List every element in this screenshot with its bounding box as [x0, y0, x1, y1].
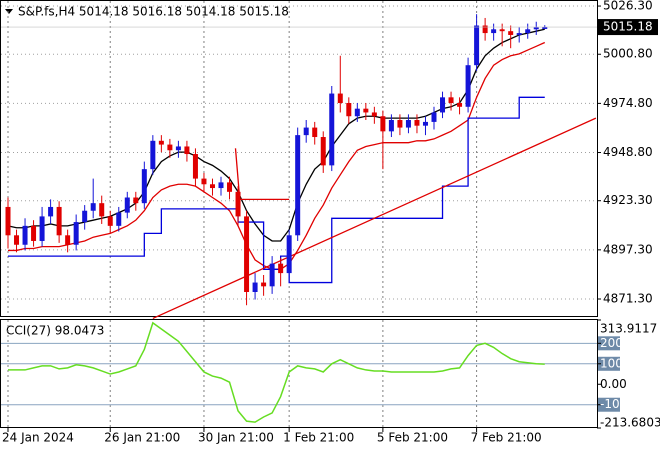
candle-body [295, 135, 301, 236]
y-tick-label: 200 [600, 336, 623, 350]
candle-body [516, 33, 522, 35]
candle-body [414, 120, 420, 126]
cci-line [8, 321, 545, 423]
candle-body [320, 137, 326, 166]
y-tick-label: 4923.30 [603, 193, 653, 207]
current-price-box [598, 19, 658, 36]
candle-body [73, 222, 79, 245]
menu-arrow [5, 9, 13, 14]
candle-body [491, 29, 497, 34]
candle-body [252, 282, 258, 292]
indicator-line [7, 28, 545, 242]
candle-body [141, 169, 147, 204]
y-tick-label: 100 [600, 356, 623, 370]
candle-body [261, 282, 267, 287]
y-tick-label: -100 [600, 397, 627, 411]
candle-body [39, 216, 45, 241]
candle-body [397, 120, 403, 128]
y-tick-label: 4871.30 [603, 291, 653, 305]
candle-body [312, 127, 318, 138]
candle-body [48, 206, 54, 217]
candle-body [175, 146, 181, 151]
current-price-label: 5015.18 [603, 20, 653, 34]
candle-body [192, 154, 198, 179]
y-tick-label: 4897.30 [603, 242, 653, 256]
candle-body [269, 263, 275, 287]
y-tick-label: 5026.30 [603, 0, 653, 13]
x-tick-label: 7 Feb 21:00 [471, 431, 542, 445]
candle-body [124, 197, 130, 213]
candle-body [167, 144, 173, 151]
candle-body [65, 235, 71, 245]
y-tick-label: 313.9117 [600, 322, 657, 336]
candle-body [380, 116, 386, 132]
x-tick-label: 26 Jan 21:00 [104, 431, 180, 445]
candle-body [158, 140, 164, 145]
x-tick-label: 1 Feb 21:00 [283, 431, 354, 445]
candle-body [440, 97, 446, 113]
candle-body [499, 29, 505, 32]
candle-body [533, 27, 539, 30]
y-tick-label: 5000.80 [603, 47, 653, 61]
candle-body [14, 235, 20, 245]
candle-body [235, 191, 241, 217]
y-tick-label: 0.00 [600, 377, 627, 391]
candle-body [209, 184, 215, 189]
candle-body [303, 127, 309, 136]
candle-body [542, 27, 548, 29]
level-box [598, 356, 620, 371]
candle-body [99, 203, 105, 217]
candle-body [405, 120, 411, 128]
candle-body [465, 65, 471, 107]
candle-body [218, 182, 224, 189]
candle-body [363, 108, 369, 113]
candle-body [422, 121, 428, 126]
candle-body [227, 182, 233, 192]
candle-body [388, 120, 394, 132]
candle-body [482, 25, 488, 34]
candle-body [22, 225, 28, 245]
candle-body [90, 203, 96, 211]
y-tick-label: 4948.80 [603, 145, 653, 159]
candle-body [508, 31, 514, 35]
candle-body [457, 103, 463, 107]
candle-body [56, 206, 62, 236]
candle-body [448, 97, 454, 104]
x-tick-label: 5 Feb 21:00 [377, 431, 448, 445]
trend-line [152, 117, 597, 320]
candle-body [431, 112, 437, 122]
x-tick-label: 30 Jan 21:00 [198, 431, 274, 445]
candle-body [286, 235, 292, 274]
candle-body [116, 212, 122, 226]
candle-body [346, 103, 352, 117]
candle-body [278, 263, 284, 274]
candle-body [474, 25, 480, 66]
candle-body [371, 112, 377, 117]
candle-body [184, 146, 190, 155]
x-tick-label: 24 Jan 2024 [2, 431, 74, 445]
candle-body [354, 108, 360, 117]
level-box [598, 397, 620, 412]
candle-body [329, 93, 335, 166]
chart-title: S&P.fs,H4 5014.18 5016.18 5014.18 5015.1… [18, 5, 289, 19]
candle-body [337, 93, 343, 104]
candle-body [31, 225, 37, 241]
candle-body [82, 210, 88, 223]
y-tick-label: -213.6803 [600, 416, 660, 430]
candle-body [150, 140, 156, 170]
candle-body [133, 197, 139, 204]
cci-title: CCI(27) 98.0473 [6, 324, 104, 338]
candle-body [201, 178, 207, 185]
candle-body [107, 216, 113, 226]
level-box [598, 336, 620, 351]
cci-panel [0, 319, 598, 428]
candle-body [525, 29, 531, 34]
candle-body [244, 216, 250, 292]
y-tick-label: 4974.80 [603, 96, 653, 110]
candle-body [5, 206, 11, 236]
